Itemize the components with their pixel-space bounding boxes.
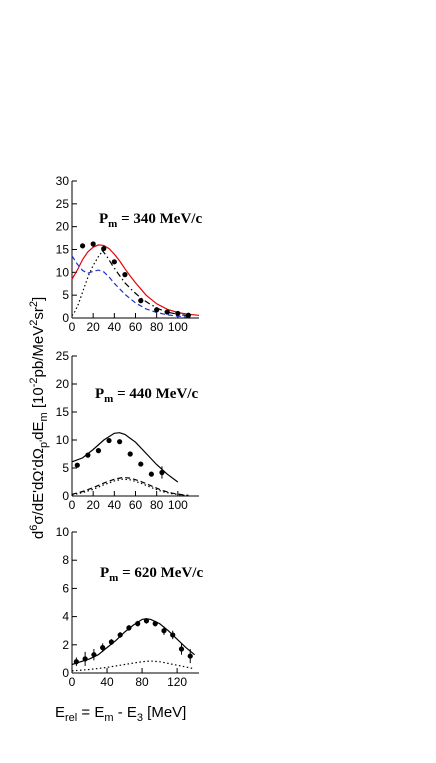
- chart-panel-1: 0 5 10 15 20 25 30 0 20 40 60 80 100 Pm = 340 MeV/c: [56, 174, 203, 334]
- y-tick-label: 0: [62, 666, 69, 680]
- data-point: [175, 310, 181, 317]
- data-point: [161, 628, 167, 634]
- y-tick-label: 10: [56, 265, 70, 279]
- x-tick-label: 40: [100, 675, 114, 689]
- data-point: [101, 245, 107, 252]
- y-tick-label: 0: [62, 489, 69, 503]
- data-point: [95, 448, 102, 454]
- y-tick-label: 20: [56, 377, 70, 391]
- data-point: [187, 653, 193, 659]
- x-tick-label: 60: [129, 498, 143, 512]
- y-tick-label: 30: [56, 174, 70, 188]
- data-point: [106, 437, 112, 444]
- series-curve-solid: [71, 432, 179, 483]
- y-tick-label: 6: [62, 581, 69, 595]
- data-point: [185, 312, 192, 318]
- series-curve-solid: [71, 618, 195, 666]
- x-tick-label: 20: [86, 320, 100, 334]
- data-point: [90, 241, 96, 247]
- data-point: [126, 625, 132, 631]
- x-axis-label: Erel = Em - E3 [MeV]: [55, 704, 186, 724]
- y-tick-label: 25: [56, 197, 70, 211]
- series-curve-dot: [71, 249, 105, 317]
- x-tick-label: 0: [69, 498, 76, 512]
- chart-panel-3: 0 2 4 6 8 10 0 40 80 120 Pm = 620 MeV/c: [56, 525, 204, 689]
- data-point: [79, 243, 86, 249]
- x-tick-label: 20: [86, 498, 100, 512]
- data-point: [138, 461, 144, 467]
- data-point: [82, 656, 88, 662]
- data-point: [91, 652, 97, 658]
- data-point: [122, 272, 128, 278]
- y-tick-label: 4: [62, 610, 69, 624]
- data-point: [100, 645, 106, 651]
- x-tick-label: 80: [150, 498, 164, 512]
- series-curve-dash: [71, 255, 189, 318]
- y-tick-label: 10: [56, 525, 70, 539]
- data-point: [159, 469, 165, 476]
- y-tick-label: 5: [62, 461, 69, 475]
- data-point: [138, 298, 144, 304]
- data-point: [164, 309, 170, 315]
- series-curve-dot: [71, 478, 189, 496]
- momentum-label: Pm = 620 MeV/c: [100, 565, 203, 584]
- y-tick-label: 0: [62, 311, 69, 325]
- momentum-label: Pm = 440 MeV/c: [95, 386, 198, 405]
- data-point: [170, 632, 176, 638]
- series-curve-dot: [71, 660, 195, 672]
- y-tick-label: 10: [56, 433, 70, 447]
- data-point: [154, 307, 160, 313]
- x-tick-label: 40: [108, 320, 122, 334]
- x-tick-label: 80: [135, 675, 149, 689]
- x-tick-label: 80: [150, 320, 164, 334]
- data-point: [85, 452, 91, 458]
- data-point: [117, 632, 123, 638]
- x-tick-label: 120: [167, 675, 187, 689]
- y-tick-label: 8: [62, 553, 69, 567]
- y-tick-label: 25: [56, 349, 70, 363]
- x-tick-label: 60: [129, 320, 143, 334]
- x-tick-label: 100: [168, 320, 188, 334]
- data-point: [152, 621, 158, 627]
- y-tick-label: 15: [56, 405, 70, 419]
- x-tick-label: 40: [108, 498, 122, 512]
- data-point: [73, 659, 79, 665]
- data-point: [127, 451, 133, 457]
- data-point: [178, 646, 185, 652]
- chart-panel-2: 0 5 10 15 20 25 0 20 40 60 80 100 Pm = 440 MeV/c: [56, 349, 199, 512]
- x-tick-label: 100: [168, 498, 188, 512]
- x-tick-label: 0: [69, 675, 76, 689]
- data-point: [74, 462, 80, 468]
- y-tick-label: 2: [62, 638, 69, 652]
- data-point: [117, 439, 123, 445]
- data-point: [111, 259, 117, 265]
- data-point: [135, 621, 141, 627]
- y-tick-label: 15: [56, 243, 70, 257]
- series-curve-solid: [71, 244, 200, 316]
- data-point: [143, 618, 150, 624]
- y-axis-label: d6σ/dE'dΩ'dΩp'dEm [10-2pb/MeV2sr2]: [28, 297, 50, 539]
- data-point: [108, 639, 115, 645]
- y-tick-label: 20: [56, 220, 70, 234]
- momentum-label: Pm = 340 MeV/c: [99, 211, 202, 230]
- y-tick-label: 5: [62, 288, 69, 302]
- x-tick-label: 0: [69, 320, 76, 334]
- data-point: [148, 471, 154, 477]
